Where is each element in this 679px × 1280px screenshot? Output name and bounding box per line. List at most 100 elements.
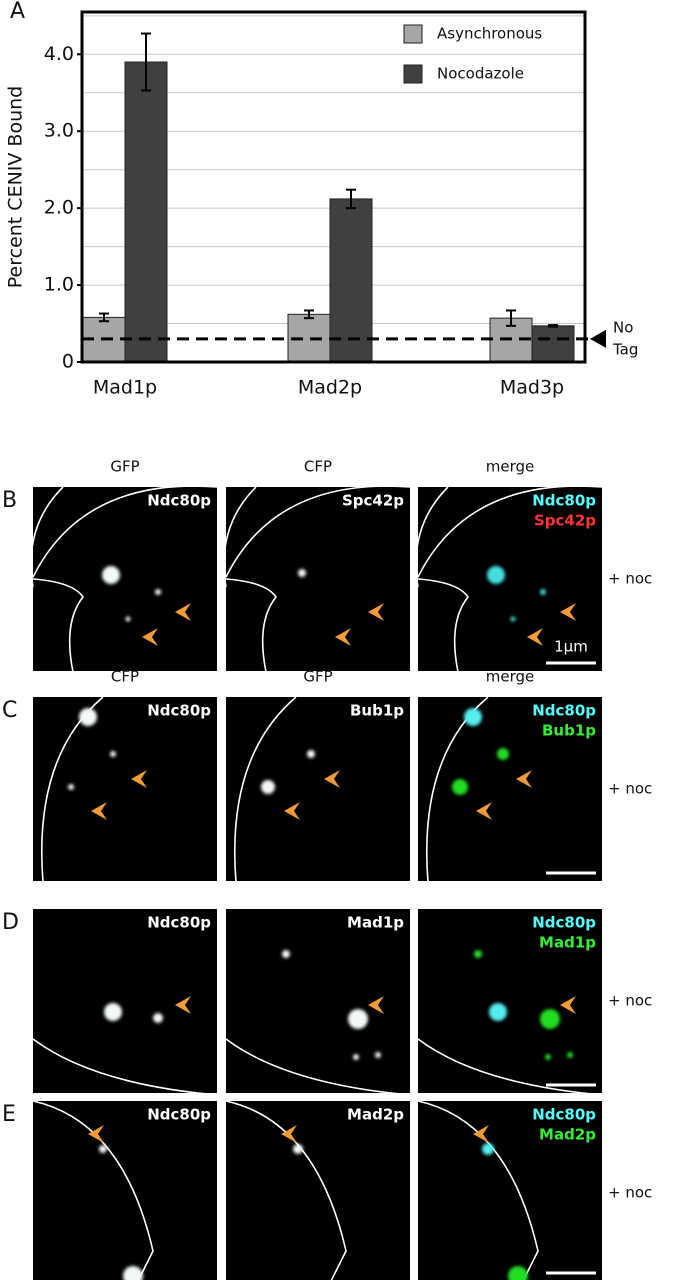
column-header: merge [486,458,535,476]
channel-label: Ndc80p [147,1106,211,1124]
spot [155,589,161,595]
micrograph: Ndc80p Spc42p 1μm [415,485,603,673]
bar [124,61,168,363]
arrowhead [281,1125,297,1143]
micrograph: Mad2p [225,1100,410,1280]
cell-outline [225,485,411,578]
error-bar [141,32,151,92]
micrograph: Ndc80p Mad1p [417,909,603,1096]
spot [452,779,468,795]
channel-label: Ndc80p [147,492,211,510]
y-axis-label: Percent CENIV Bound [5,86,27,288]
arrowhead [368,996,384,1014]
channel-label: Ndc80p [532,492,596,510]
micrograph-bg [226,1101,410,1280]
micrograph-bg [33,487,217,671]
legend-label: Asynchronous [437,25,542,43]
spot [68,784,74,790]
cell-outline [225,1100,347,1280]
scale-label: 1μm [554,638,588,656]
arrowhead [91,802,107,820]
spot [489,1003,507,1021]
cell-outline [417,1038,603,1096]
cell-outline [417,578,469,673]
channel-label: Mad1p [347,914,404,932]
micrograph: Ndc80p [32,1100,217,1280]
y-tick-label: 2.0 [44,197,74,219]
spot [545,1054,551,1060]
spot [464,708,482,726]
condition-label: + noc [608,1184,652,1202]
micrograph: Spc42p [223,485,411,673]
micrograph: Mad1p [225,909,411,1096]
spot [99,1145,107,1153]
channel-label: Mad1p [539,934,596,952]
arrowhead [142,628,158,646]
spot [508,1266,528,1280]
spot [110,751,116,757]
error-bar [99,312,109,323]
x-tick-label: Mad2p [298,377,362,399]
legend-swatch [403,64,423,84]
x-tick-label: Mad1p [93,377,157,399]
micrograph-bg [418,697,602,881]
spot [497,748,509,760]
cell-outline [417,485,603,578]
arrowhead [473,1125,489,1143]
channel-label: Ndc80p [532,702,596,720]
condition-label: + noc [608,570,652,588]
micrograph: Bub1p [226,696,410,883]
panel-letter: A [10,0,25,24]
spot [282,950,290,958]
panel-letter: E [2,1102,16,1127]
cell-outline [417,1100,539,1280]
column-header: GFP [303,668,332,686]
micrograph: Ndc80p Mad2p [417,1100,602,1280]
spot [79,708,97,726]
cell-outline [415,486,449,588]
arrowhead [175,603,191,621]
condition-label: + noc [608,780,652,798]
bar [531,325,575,363]
micrograph-bg [33,697,217,881]
micrograph-bg [33,909,217,1093]
spot [123,1266,143,1280]
arrowhead [560,996,576,1014]
cell-outline [30,486,64,588]
cell-outline [223,486,257,588]
arrowhead [284,802,300,820]
column-header: CFP [304,458,332,476]
error-bar [548,324,558,328]
micrograph-bg [226,487,410,671]
reference-label: No [613,318,633,336]
arrowhead [131,770,147,788]
cell-outline [233,696,297,883]
condition-label: + noc [608,992,652,1010]
spot [474,950,482,958]
arrowhead [335,628,351,646]
arrowhead [324,770,340,788]
spot [353,1054,359,1060]
channel-label: Bub1p [350,702,404,720]
arrowhead [560,603,576,621]
spot [482,1143,494,1155]
cell-outline [225,578,277,673]
channel-label: Ndc80p [147,702,211,720]
arrowhead [88,1125,104,1143]
cell-outline [32,485,218,578]
channel-label: Ndc80p [532,914,596,932]
micrograph: Ndc80p [33,696,217,883]
x-tick-label: Mad3p [500,377,564,399]
micrograph-bg [418,1101,602,1280]
micrograph: Ndc80p [32,909,218,1096]
error-bar [346,188,356,210]
spot [307,750,315,758]
micrograph-bg [226,697,410,881]
channel-label: Ndc80p [147,914,211,932]
spot [540,1009,560,1029]
spot [540,589,546,595]
spot [348,1009,368,1029]
arrowhead [527,628,543,646]
reference-label: Tag [612,340,638,358]
legend-swatch [403,24,423,44]
